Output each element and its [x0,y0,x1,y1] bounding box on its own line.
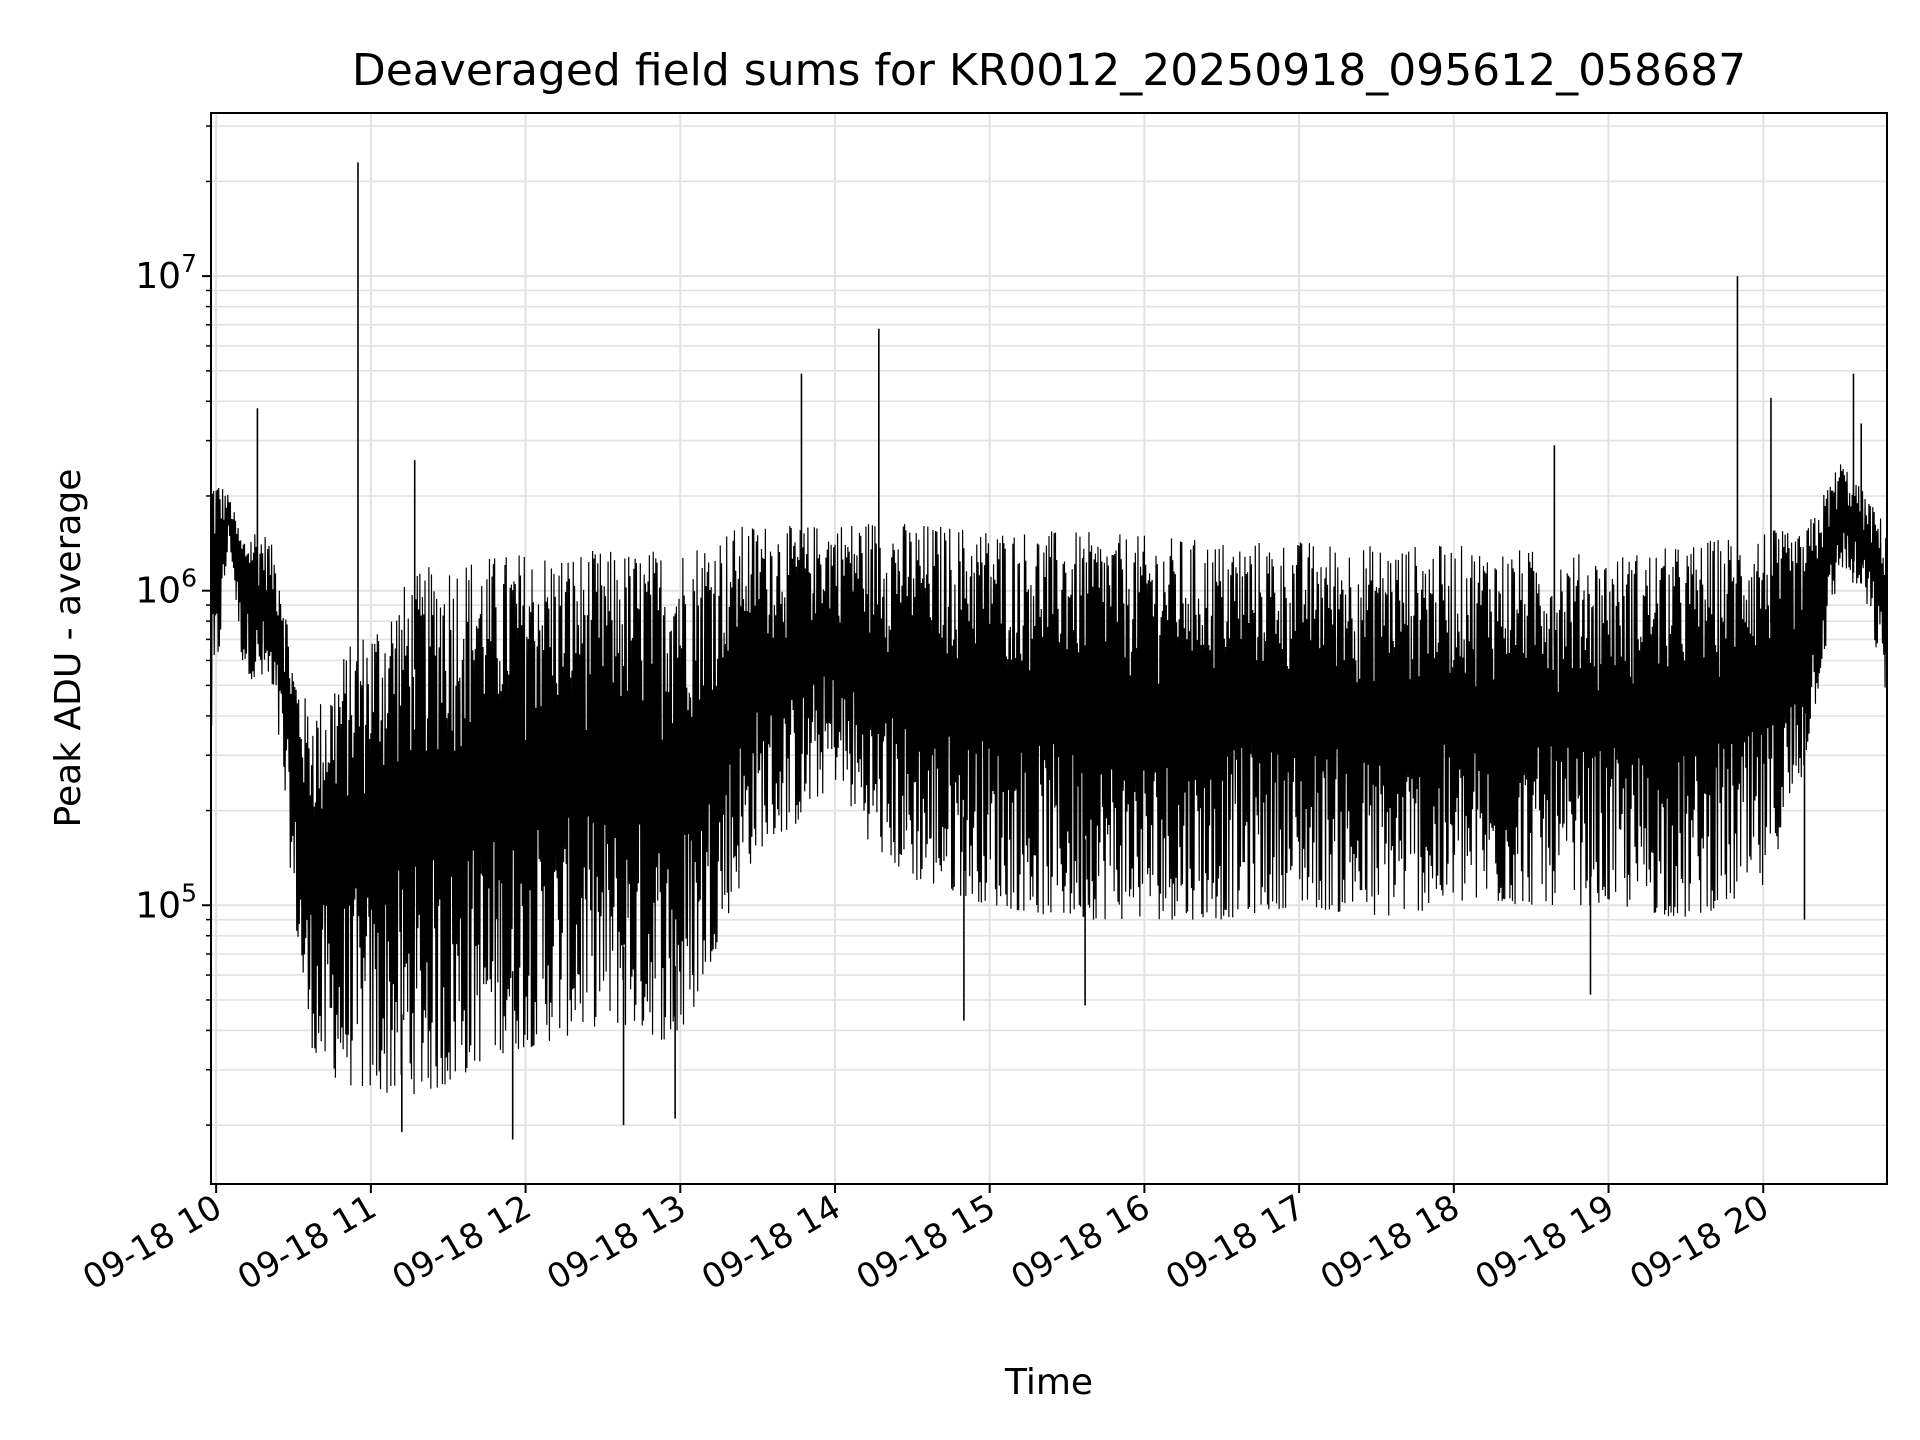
y-tick-base: 10 [135,256,181,297]
series-line [210,464,1888,1094]
y-axis-label: Peak ADU - average [48,469,89,828]
plot-frame [210,112,1888,1185]
y-tick-base: 10 [135,571,181,612]
x-axis-label: Time [1004,1362,1093,1403]
y-tick-exponent: 7 [181,249,197,278]
y-tick-exponent: 6 [181,564,197,593]
y-tick-base: 10 [135,885,181,926]
y-tick-exponent: 5 [181,878,197,907]
y-tick-label: 107 [135,249,197,297]
data-series [210,162,1888,1140]
chart-title: Deaveraged field sums for KR0012_2025091… [352,45,1746,96]
y-tick-label: 106 [135,564,197,612]
y-tick-label: 105 [135,878,197,926]
